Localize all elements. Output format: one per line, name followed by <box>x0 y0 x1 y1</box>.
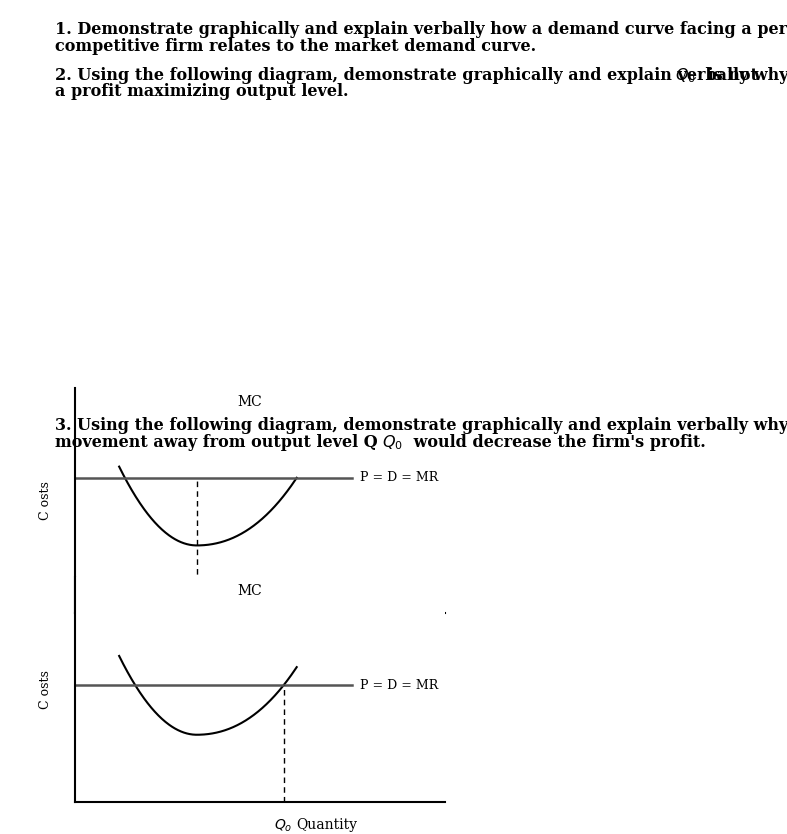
Text: $Q_0$: $Q_0$ <box>187 629 206 646</box>
Text: a profit maximizing output level.: a profit maximizing output level. <box>55 83 349 100</box>
Text: 2. Using the following diagram, demonstrate graphically and explain verbally why: 2. Using the following diagram, demonstr… <box>55 67 787 83</box>
Text: C osts: C osts <box>39 671 52 709</box>
Text: 3. Using the following diagram, demonstrate graphically and explain verbally why: 3. Using the following diagram, demonstr… <box>55 417 787 434</box>
Text: MC: MC <box>238 394 262 409</box>
Text: $Q_0$: $Q_0$ <box>382 434 403 452</box>
Text: Quantity: Quantity <box>296 629 357 643</box>
Text: C osts: C osts <box>39 481 52 520</box>
Text: would decrease the firm's profit.: would decrease the firm's profit. <box>408 434 706 450</box>
Text: P = D = MR: P = D = MR <box>360 679 438 691</box>
Text: $Q_o$: $Q_o$ <box>275 818 293 834</box>
Text: Quantity: Quantity <box>296 818 357 832</box>
Text: $Q_0$: $Q_0$ <box>675 67 696 85</box>
Text: P = D = MR: P = D = MR <box>360 471 438 485</box>
Text: competitive firm relates to the market demand curve.: competitive firm relates to the market d… <box>55 38 536 54</box>
Text: movement away from output level Q: movement away from output level Q <box>55 434 378 450</box>
Text: 1. Demonstrate graphically and explain verbally how a demand curve facing a perf: 1. Demonstrate graphically and explain v… <box>55 21 787 38</box>
Text: MC: MC <box>238 584 262 598</box>
Text: is not: is not <box>702 67 758 83</box>
